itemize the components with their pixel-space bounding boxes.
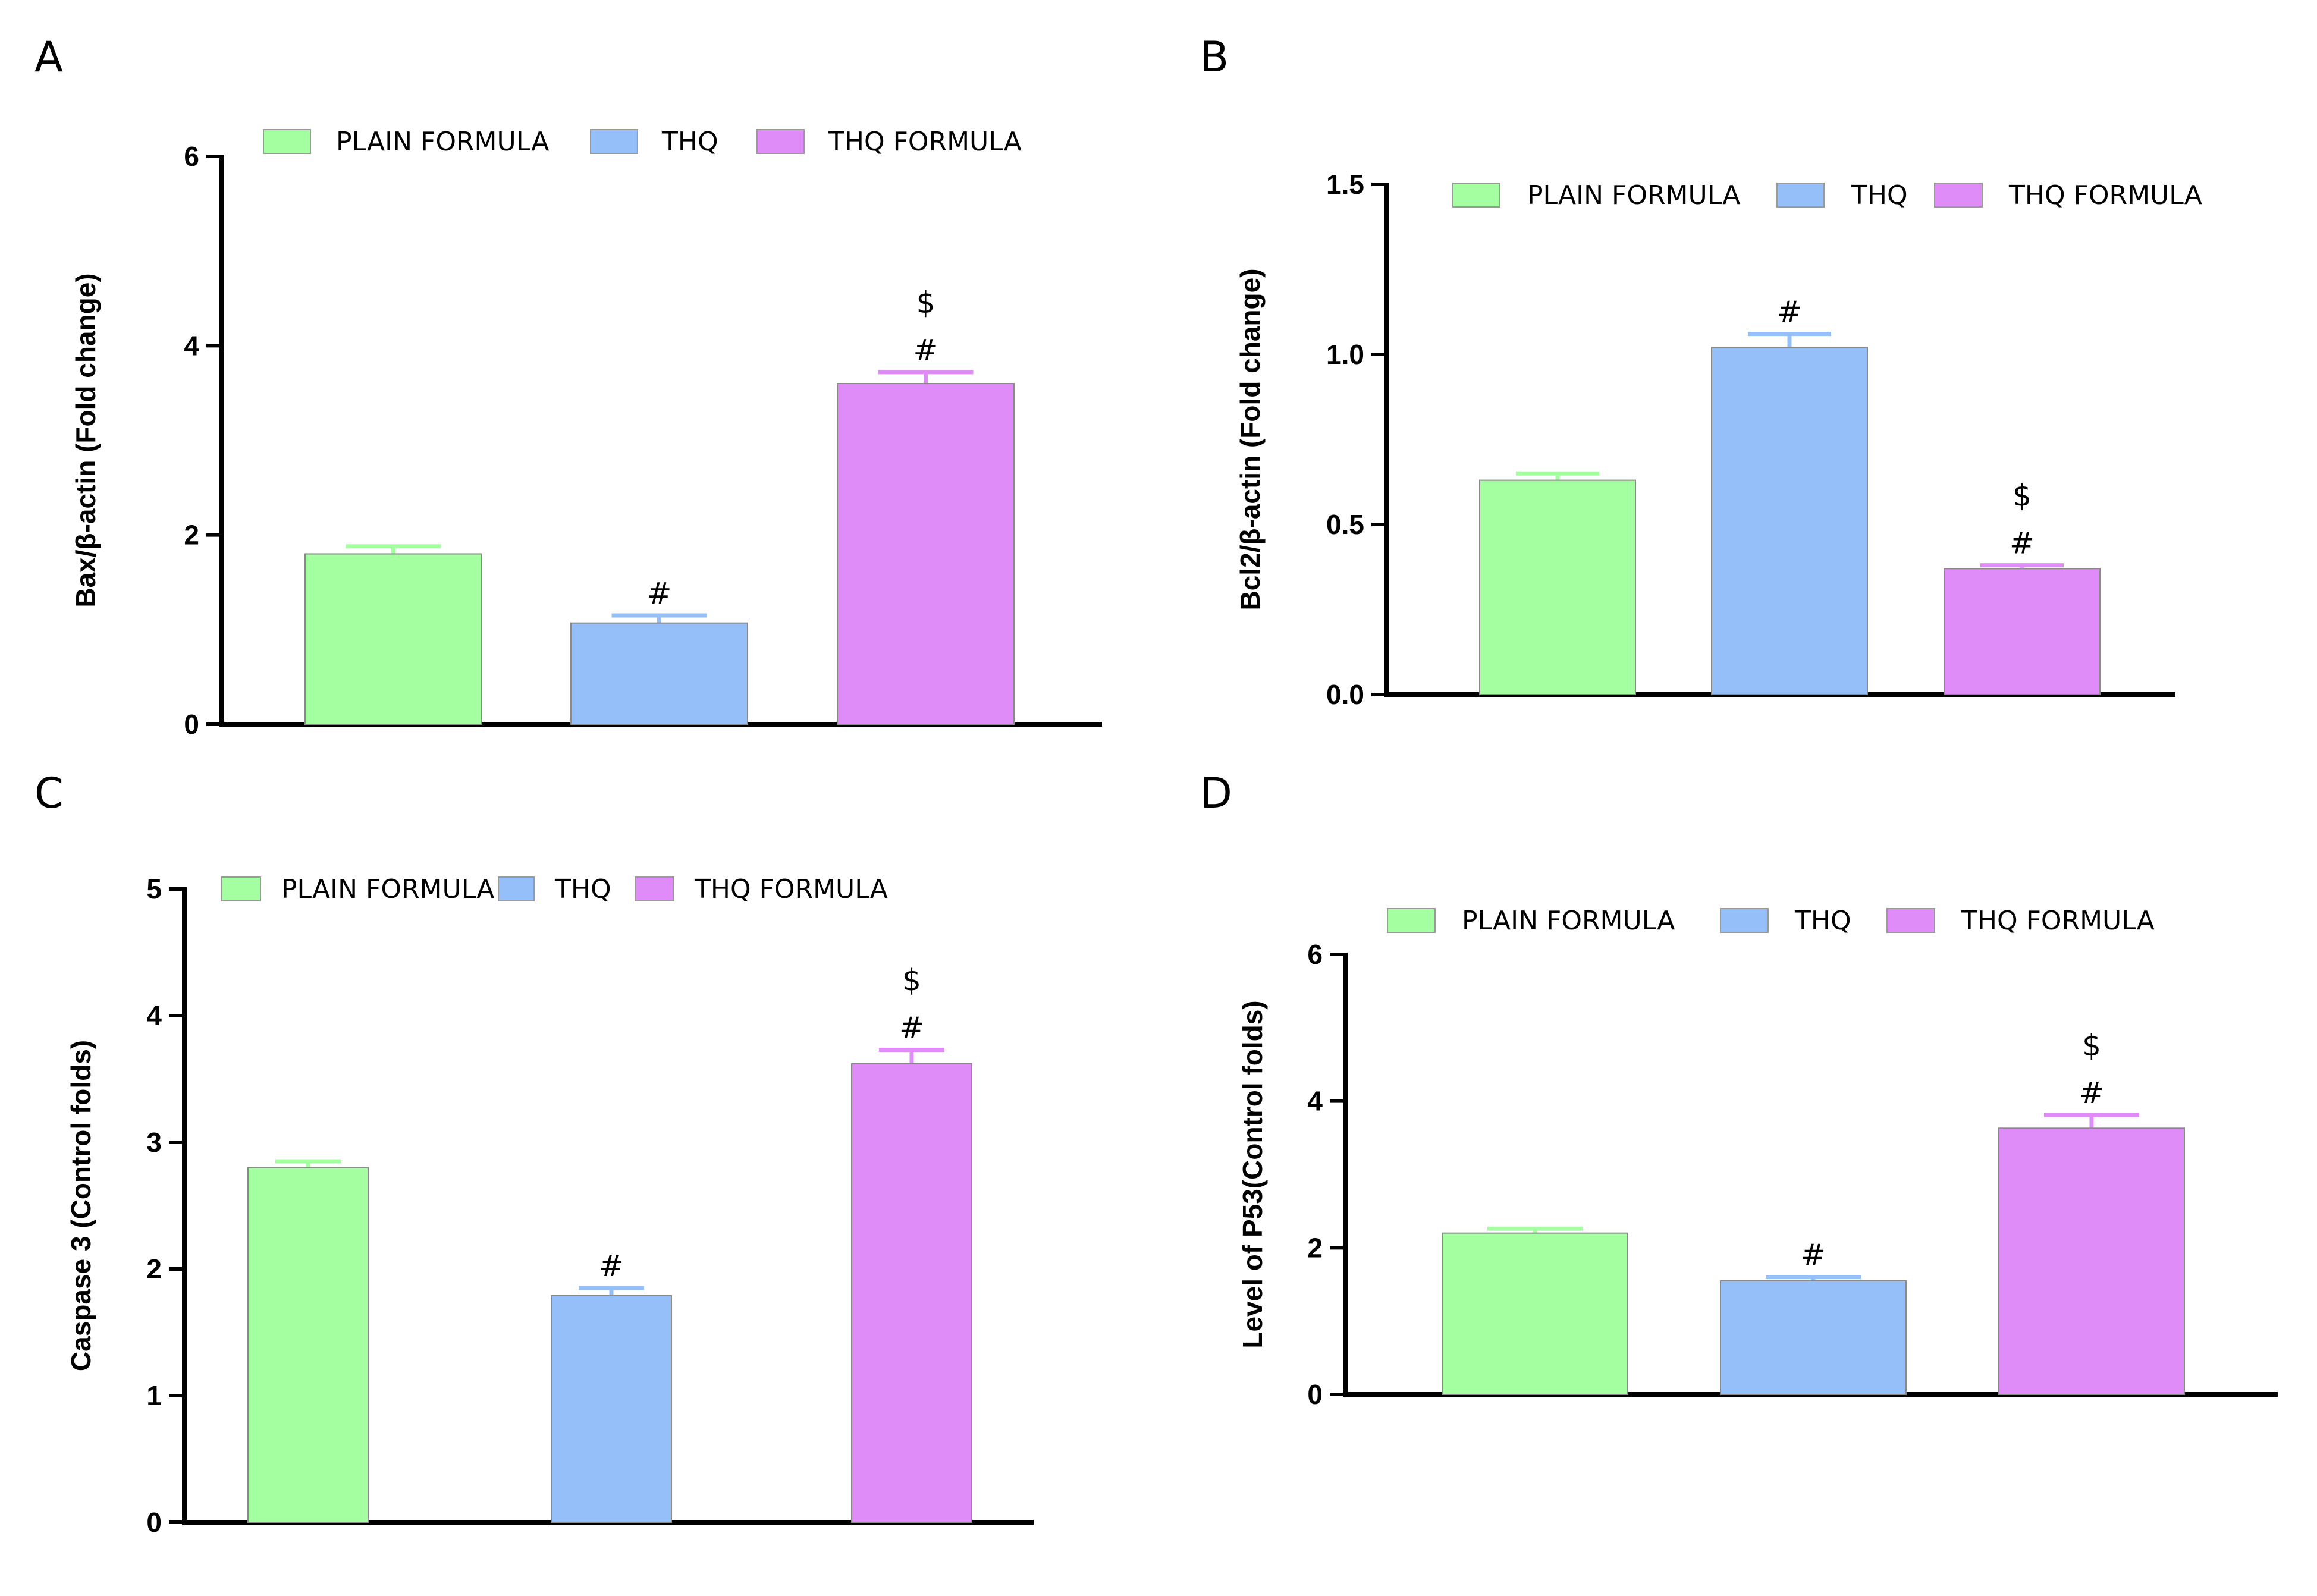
legend-label: PLAIN FORMULA xyxy=(281,874,494,904)
legend-label: PLAIN FORMULA xyxy=(336,127,549,157)
legend-label: THQ xyxy=(554,874,611,904)
bar xyxy=(851,1063,972,1523)
legend-label: THQ FORMULA xyxy=(694,874,888,904)
y-axis-label: Level of P53(Control folds) xyxy=(1237,1000,1268,1348)
y-tick-label: 1.5 xyxy=(1326,169,1364,200)
bar xyxy=(304,553,482,725)
panel-label: C xyxy=(34,769,64,818)
legend-swatch xyxy=(1886,908,1935,933)
y-tick-label: 3 xyxy=(146,1127,162,1158)
y-axis-label: Bcl2/β-actin (Fold change) xyxy=(1235,268,1266,610)
y-tick-label: 4 xyxy=(1307,1086,1323,1117)
legend-label: PLAIN FORMULA xyxy=(1527,180,1740,211)
bar xyxy=(1442,1232,1628,1396)
y-axis-label: Caspase 3 (Control folds) xyxy=(65,1040,96,1371)
y-tick-label: 1.0 xyxy=(1326,339,1364,370)
chart-panel-b: B PLAIN FORMULA THQ THQ FORMULA 0.0 0.5 1.0 1.5… xyxy=(1200,33,2202,710)
y-axis-label: Bax/β-actin (Fold change) xyxy=(70,273,101,607)
y-tick-label: 5 xyxy=(146,874,162,904)
chart-panel-d: D PLAIN FORMULA THQ THQ FORMULA 0 2 4 6 Level of… xyxy=(1200,769,2278,1410)
significance-mark: $ xyxy=(916,285,935,320)
legend-label: THQ FORMULA xyxy=(2008,180,2202,211)
significance-mark: # xyxy=(1777,295,1802,329)
bar xyxy=(1944,568,2101,695)
significance-mark: # xyxy=(899,1011,924,1045)
bar xyxy=(247,1167,369,1523)
legend-swatch xyxy=(1934,183,1983,208)
legend-label: THQ xyxy=(1851,180,1908,211)
significance-mark: # xyxy=(647,576,672,611)
chart-panel-c: C PLAIN FORMULA THQ THQ FORMULA 0 1 2 3 4 5 Caspas… xyxy=(34,769,1034,1538)
y-tick-label: 6 xyxy=(1307,939,1323,970)
y-tick-label: 4 xyxy=(146,1000,162,1031)
bar xyxy=(837,383,1015,725)
legend-label: THQ xyxy=(1794,906,1851,936)
y-tick-label: 0 xyxy=(1307,1379,1323,1410)
y-tick-label: 0.0 xyxy=(1326,679,1364,710)
significance-mark: $ xyxy=(2082,1028,2101,1063)
significance-mark: # xyxy=(2079,1076,2104,1110)
legend-swatch xyxy=(263,129,311,154)
legend-swatch xyxy=(1452,183,1500,208)
y-tick-label: 2 xyxy=(146,1253,162,1284)
legend-swatch xyxy=(498,876,535,901)
y-tick-label: 1 xyxy=(146,1380,162,1411)
legend-label: THQ FORMULA xyxy=(828,127,1022,157)
chart-panel-a: A PLAIN FORMULA THQ THQ FORMULA 0 2 4 6 Bax/β-ac… xyxy=(34,33,1102,740)
legend-swatch xyxy=(221,876,261,901)
significance-mark: # xyxy=(913,333,938,367)
significance-mark: # xyxy=(2010,526,2035,561)
significance-mark: $ xyxy=(2013,479,2032,513)
legend-swatch xyxy=(756,129,805,154)
bar xyxy=(551,1295,672,1523)
y-tick-label: 0 xyxy=(146,1507,162,1538)
y-tick-label: 0.5 xyxy=(1326,509,1364,540)
significance-mark: # xyxy=(1801,1238,1826,1273)
y-tick-label: 2 xyxy=(184,520,199,551)
y-tick-label: 0 xyxy=(184,709,199,740)
bar xyxy=(570,622,748,725)
panel-label: A xyxy=(34,33,63,81)
significance-mark: $ xyxy=(902,963,921,998)
y-tick-label: 2 xyxy=(1307,1232,1323,1263)
bar xyxy=(1711,347,1868,695)
panel-label: D xyxy=(1200,769,1232,818)
legend-label: THQ xyxy=(661,127,718,157)
legend-swatch xyxy=(635,876,674,901)
legend-label: THQ FORMULA xyxy=(1961,906,2155,936)
legend-swatch xyxy=(1387,908,1436,933)
legend-swatch xyxy=(1776,183,1825,208)
panel-label: B xyxy=(1200,33,1229,81)
legend-swatch xyxy=(590,129,638,154)
bar xyxy=(1998,1127,2185,1396)
bar xyxy=(1479,479,1636,695)
legend-swatch xyxy=(1720,908,1769,933)
y-tick-label: 4 xyxy=(184,330,199,361)
significance-mark: # xyxy=(599,1249,624,1283)
legend-label: PLAIN FORMULA xyxy=(1462,906,1675,936)
y-tick-label: 6 xyxy=(184,141,199,172)
bar xyxy=(1720,1280,1907,1395)
